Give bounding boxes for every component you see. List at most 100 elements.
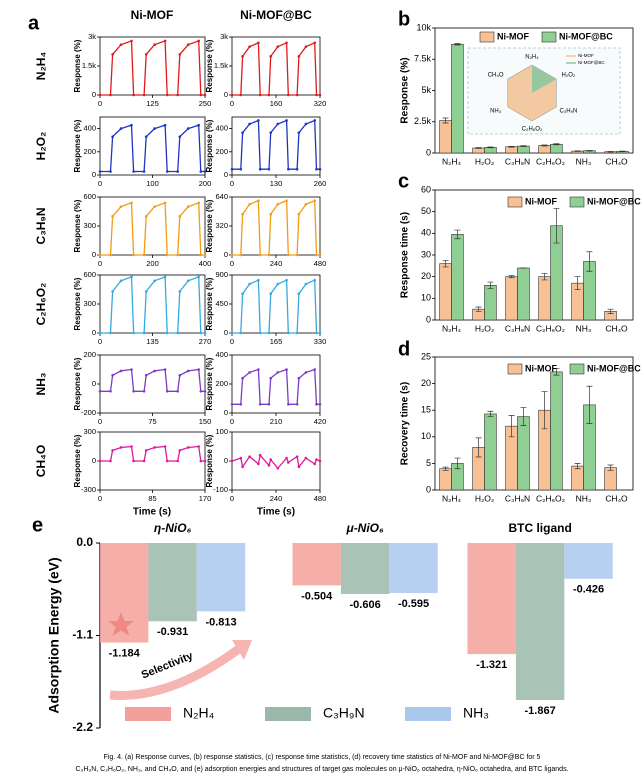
plot-frame bbox=[231, 354, 321, 414]
data-point bbox=[142, 331, 146, 335]
data-point bbox=[98, 170, 102, 173]
data-point bbox=[98, 459, 102, 463]
y-tick-label: 400 bbox=[215, 350, 228, 359]
y-tick-label: 300 bbox=[83, 299, 96, 308]
error-bar bbox=[508, 146, 515, 148]
bar bbox=[515, 543, 565, 700]
data-point bbox=[165, 253, 169, 257]
y-tick-label: 2.5k bbox=[414, 116, 432, 126]
data-point bbox=[132, 459, 135, 463]
data-point bbox=[267, 331, 271, 335]
panel-label: d bbox=[398, 338, 410, 360]
legend-swatch bbox=[265, 707, 311, 721]
y-tick-label: 600 bbox=[83, 270, 96, 279]
data-point bbox=[304, 45, 308, 48]
x-tick-label: C₂H₆O₂ bbox=[536, 156, 565, 166]
data-point bbox=[153, 43, 156, 47]
bar bbox=[550, 143, 563, 154]
value-label: -0.426 bbox=[573, 584, 604, 596]
caption: C₃H₉N, C₂H₆O₂, NH₃, and CH₄O, and (e) ad… bbox=[75, 766, 568, 773]
response-curve bbox=[100, 368, 205, 392]
error-bar bbox=[607, 464, 614, 471]
legend-label: Ni-MOF@BC bbox=[587, 363, 641, 373]
data-point bbox=[315, 167, 318, 171]
data-point bbox=[178, 215, 182, 218]
data-point bbox=[119, 127, 123, 130]
plot-frame bbox=[99, 354, 206, 414]
response-curve bbox=[232, 119, 320, 170]
y-tick-label: 0 bbox=[92, 170, 96, 179]
x-tick-label: 420 bbox=[314, 417, 327, 426]
x-tick-label: NH₃ bbox=[576, 493, 592, 503]
data-point bbox=[269, 458, 273, 461]
x-tick-label: N₂H₄ bbox=[442, 323, 462, 333]
y-axis-label: Adsorption Energy (eV) bbox=[46, 557, 62, 713]
data-point bbox=[295, 253, 299, 257]
data-point bbox=[230, 331, 234, 335]
data-point bbox=[318, 331, 322, 335]
data-point bbox=[109, 389, 112, 393]
bar bbox=[564, 543, 613, 579]
data-point bbox=[315, 403, 318, 406]
x-tick-label: 170 bbox=[199, 494, 212, 503]
x-tick-label: 210 bbox=[270, 417, 283, 426]
data-point bbox=[197, 39, 200, 43]
y-tick-label: 0 bbox=[224, 408, 228, 417]
data-point bbox=[287, 253, 290, 257]
data-point bbox=[285, 199, 288, 202]
data-point bbox=[276, 122, 280, 126]
data-point bbox=[197, 445, 200, 448]
data-point bbox=[287, 167, 290, 171]
response-curve bbox=[232, 199, 320, 256]
data-point bbox=[269, 131, 273, 134]
data-point bbox=[248, 455, 251, 458]
data-point bbox=[318, 167, 322, 171]
legend-label: C₃H₉N bbox=[323, 705, 365, 721]
y-axis-label: Response (%) bbox=[73, 119, 82, 172]
data-point bbox=[109, 253, 112, 257]
data-point bbox=[186, 205, 190, 208]
legend-swatch bbox=[569, 363, 585, 375]
data-point bbox=[297, 376, 301, 380]
data-point bbox=[111, 290, 114, 293]
y-axis-label: Response (%) bbox=[205, 277, 214, 330]
bar bbox=[571, 465, 584, 491]
data-point bbox=[165, 331, 169, 335]
response-curve bbox=[100, 201, 205, 256]
data-point bbox=[163, 39, 167, 43]
data-point bbox=[203, 389, 207, 393]
legend-swatch bbox=[569, 196, 585, 208]
x-tick-label: 240 bbox=[270, 494, 283, 503]
x-tick-label: 200 bbox=[146, 259, 159, 268]
data-point bbox=[239, 403, 243, 406]
data-point bbox=[258, 167, 262, 171]
y-axis-label: Response (%) bbox=[205, 39, 214, 92]
data-point bbox=[257, 199, 260, 202]
y-tick-label: 300 bbox=[83, 221, 96, 230]
data-point bbox=[132, 170, 135, 173]
data-point bbox=[109, 93, 112, 97]
response-curve bbox=[232, 279, 320, 334]
data-point bbox=[239, 331, 243, 335]
data-point bbox=[295, 331, 299, 335]
plot-frame bbox=[434, 356, 634, 491]
data-point bbox=[258, 253, 262, 257]
data-point bbox=[318, 403, 322, 406]
y-tick-label: 200 bbox=[215, 147, 228, 156]
y-axis-label: Response (%) bbox=[400, 57, 411, 123]
y-axis-label: Response (%) bbox=[73, 434, 82, 487]
error-bar bbox=[454, 457, 461, 470]
data-point bbox=[130, 368, 133, 371]
data-point bbox=[248, 45, 251, 48]
y-axis-label: Response (%) bbox=[205, 199, 214, 252]
inset-label: C₂H₆O₂ bbox=[522, 127, 543, 133]
data-point bbox=[287, 403, 290, 406]
gas-label: C₃H₉N bbox=[34, 208, 48, 245]
value-label: -1.321 bbox=[476, 659, 507, 671]
data-point bbox=[258, 453, 262, 457]
y-axis-label: Response (%) bbox=[73, 357, 82, 410]
legend-label: Ni-MOF bbox=[497, 31, 529, 41]
bar bbox=[451, 43, 464, 154]
plot-frame bbox=[99, 36, 206, 96]
error-bar bbox=[442, 117, 449, 124]
